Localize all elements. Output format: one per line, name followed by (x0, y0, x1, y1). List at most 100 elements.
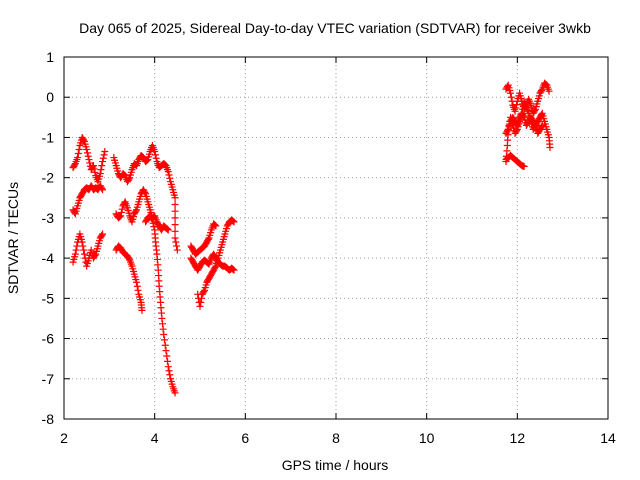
data-point (166, 371, 174, 379)
data-point (74, 154, 82, 162)
data-point (115, 213, 123, 221)
data-point (125, 255, 133, 263)
data-point (162, 347, 170, 355)
data-point (133, 278, 141, 286)
data-point (204, 235, 212, 243)
data-point (73, 242, 81, 250)
data-point (99, 186, 107, 194)
data-point (80, 246, 88, 254)
data-point (538, 111, 546, 119)
data-point (138, 306, 146, 314)
data-point (83, 149, 91, 157)
y-tick-label: -4 (42, 250, 55, 266)
x-tick-label: 14 (600, 430, 616, 446)
data-point (118, 205, 126, 213)
series-track-m (502, 97, 546, 166)
data-point (158, 314, 166, 322)
data-point (98, 231, 106, 239)
data-point (149, 219, 157, 227)
data-point (160, 331, 168, 339)
data-point (132, 207, 140, 215)
data-point (538, 121, 546, 129)
data-point (133, 282, 141, 290)
data-point (171, 200, 179, 208)
data-point (90, 165, 98, 173)
data-point (197, 298, 205, 306)
data-point (134, 286, 142, 294)
data-point (173, 242, 181, 250)
data-point (151, 151, 159, 159)
data-point (171, 227, 179, 235)
data-point (196, 302, 204, 310)
data-point (531, 123, 539, 131)
data-point (198, 294, 206, 302)
data-point (117, 209, 125, 217)
data-points (69, 79, 554, 397)
data-point (228, 265, 236, 273)
data-point (165, 367, 173, 375)
chart-title: Day 065 of 2025, Sidereal Day-to-day VTE… (79, 20, 591, 36)
data-point (230, 218, 238, 226)
data-point (78, 238, 86, 246)
data-point (171, 389, 179, 397)
x-tick-label: 6 (241, 430, 249, 446)
data-point (200, 288, 208, 296)
data-point (86, 159, 94, 167)
data-point (531, 107, 539, 115)
data-point (164, 357, 172, 365)
grid-lines (64, 57, 608, 419)
series-track-g (142, 212, 179, 397)
series-track-e (112, 186, 172, 234)
data-point (172, 238, 180, 246)
data-point (229, 217, 237, 225)
data-point (164, 225, 172, 233)
data-point (171, 207, 179, 215)
data-point (143, 156, 151, 164)
data-point (91, 251, 99, 259)
data-point (79, 242, 87, 250)
series-track-h (187, 220, 220, 258)
data-point (91, 168, 99, 176)
series-track-i (187, 250, 238, 274)
series-track-j (194, 216, 238, 310)
y-tick-label: -5 (42, 290, 55, 306)
data-point (152, 154, 160, 162)
data-point (229, 266, 237, 274)
data-point (511, 107, 519, 115)
data-point (99, 154, 107, 162)
data-point (161, 341, 169, 349)
data-point (71, 250, 79, 258)
x-tick-label: 8 (332, 430, 340, 446)
y-tick-label: -6 (42, 331, 55, 347)
data-point (125, 175, 133, 183)
data-point (545, 87, 553, 95)
y-tick-label: -2 (42, 170, 55, 186)
x-axis-label: GPS time / hours (282, 457, 389, 473)
data-point (84, 152, 92, 160)
data-point (228, 217, 236, 225)
data-point (210, 221, 218, 229)
x-tick-label: 12 (510, 430, 526, 446)
data-point (504, 125, 512, 133)
data-point (504, 82, 512, 90)
data-point (160, 336, 168, 344)
data-point (512, 104, 520, 112)
data-point (99, 158, 107, 166)
data-point (171, 214, 179, 222)
data-point (159, 320, 167, 328)
data-point (212, 222, 220, 230)
data-point (513, 101, 521, 109)
y-tick-label: -8 (42, 411, 55, 427)
data-point (538, 123, 546, 131)
data-point (96, 170, 104, 178)
data-point (546, 144, 554, 151)
data-point (507, 93, 515, 101)
data-point (98, 162, 106, 170)
data-point (117, 212, 125, 220)
data-point (80, 136, 88, 144)
data-point (97, 166, 105, 174)
x-tick-label: 2 (60, 430, 68, 446)
y-tick-label: -3 (42, 210, 55, 226)
